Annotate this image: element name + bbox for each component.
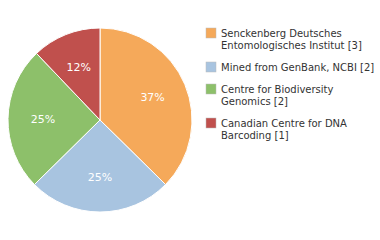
pie-slice <box>37 28 100 120</box>
legend: Senckenberg DeutschesEntomologisches Ins… <box>206 28 374 141</box>
legend-label: Canadian Centre for DNABarcoding [1] <box>221 118 347 141</box>
slices <box>8 28 192 212</box>
legend-swatch <box>206 84 216 94</box>
legend-swatch <box>206 118 216 128</box>
legend-swatch <box>206 62 216 72</box>
legend-swatch <box>206 28 216 38</box>
slice-labels: 37% 25% 25% 12% <box>31 61 165 184</box>
legend-label: Mined from GenBank, NCBI [2] <box>221 62 374 73</box>
data-label: 12% <box>67 61 91 74</box>
legend-label: Centre for BiodiversityGenomics [2] <box>221 84 334 107</box>
pie-slice <box>8 53 100 184</box>
data-label: 37% <box>140 91 164 104</box>
data-label: 25% <box>31 113 55 126</box>
chart: 37% 25% 25% 12% Senckenberg DeutschesEntomol… <box>0 0 380 240</box>
legend-label: Senckenberg DeutschesEntomologisches Ins… <box>221 28 362 51</box>
data-label: 25% <box>88 171 112 184</box>
